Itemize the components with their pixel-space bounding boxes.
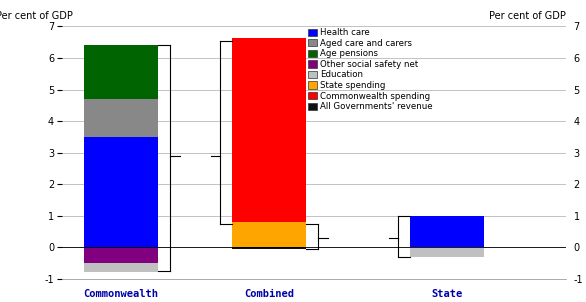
Bar [84, 263, 158, 272]
Bar [232, 247, 306, 249]
Bar [84, 137, 158, 247]
Bar [410, 247, 485, 257]
Bar [232, 37, 306, 222]
Text: Per cent of GDP: Per cent of GDP [0, 11, 73, 21]
Bar [84, 99, 158, 137]
Bar [84, 247, 158, 263]
Bar [84, 45, 158, 99]
Bar [232, 222, 306, 247]
Text: Per cent of GDP: Per cent of GDP [489, 11, 566, 21]
Legend: Health care, Aged care and carers, Age pensions, Other social safety net, Educat: Health care, Aged care and carers, Age p… [308, 28, 433, 111]
Bar [410, 216, 485, 247]
